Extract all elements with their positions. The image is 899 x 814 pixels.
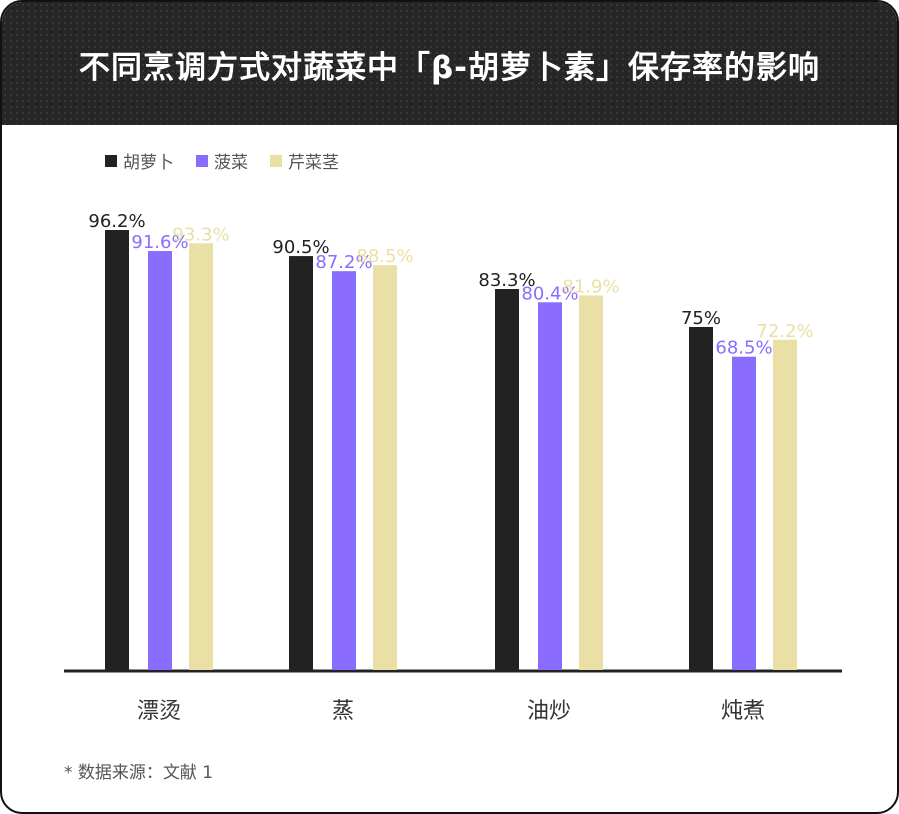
x-tick-label-2: 油炒: [527, 699, 571, 724]
bar-carrot-1: [289, 256, 313, 670]
data-label-spinach-0: 91.6%: [131, 232, 188, 253]
legend-swatch-spinach: [196, 154, 208, 167]
legend-swatch-celery: [270, 154, 282, 167]
legend-item-carrot: 胡萝卜: [105, 148, 174, 173]
bar-carrot-0: [105, 230, 129, 670]
bar-spinach-0: [148, 251, 172, 671]
data-label-carrot-2: 83.3%: [478, 270, 535, 291]
data-label-carrot-1: 90.5%: [272, 237, 329, 258]
data-label-celery-0: 93.3%: [172, 224, 229, 245]
data-label-spinach-1: 87.2%: [315, 252, 372, 273]
bar-spinach-2: [538, 302, 562, 670]
title-banner: 不同烹调方式对蔬菜中「β-胡萝卜素」保存率的影响: [2, 2, 897, 125]
bar-celery-3: [773, 339, 797, 670]
data-label-celery-3: 72.2%: [756, 321, 813, 342]
legend-label-spinach: 菠菜: [214, 153, 248, 173]
data-label-celery-2: 81.9%: [562, 276, 619, 297]
bar-spinach-3: [732, 356, 756, 670]
bar-carrot-2: [495, 289, 519, 670]
data-label-spinach-2: 80.4%: [521, 283, 578, 304]
legend-label-carrot: 胡萝卜: [123, 153, 174, 173]
x-tick-label-3: 炖煮: [721, 699, 765, 724]
data-label-carrot-3: 75%: [681, 308, 721, 329]
x-tick-label-1: 蒸: [332, 699, 354, 724]
legend-label-celery: 芹菜茎: [288, 153, 339, 173]
x-tick-label-0: 漂烫: [137, 699, 181, 724]
bar-celery-2: [579, 295, 603, 670]
legend: 胡萝卜 菠菜 芹菜茎: [105, 148, 361, 173]
bar-celery-1: [373, 265, 397, 670]
legend-swatch-carrot: [105, 154, 117, 167]
bar-spinach-1: [332, 271, 356, 670]
source-footnote: * 数据来源：文献 1: [64, 763, 214, 783]
data-label-celery-1: 88.5%: [356, 246, 413, 267]
legend-item-celery: 芹菜茎: [270, 148, 339, 173]
bar-celery-0: [189, 243, 213, 670]
chart-title: 不同烹调方式对蔬菜中「β-胡萝卜素」保存率的影响: [78, 50, 821, 86]
data-label-spinach-3: 68.5%: [715, 338, 772, 359]
data-label-carrot-0: 96.2%: [88, 211, 145, 232]
legend-item-spinach: 菠菜: [196, 148, 248, 173]
bar-carrot-3: [689, 326, 713, 670]
